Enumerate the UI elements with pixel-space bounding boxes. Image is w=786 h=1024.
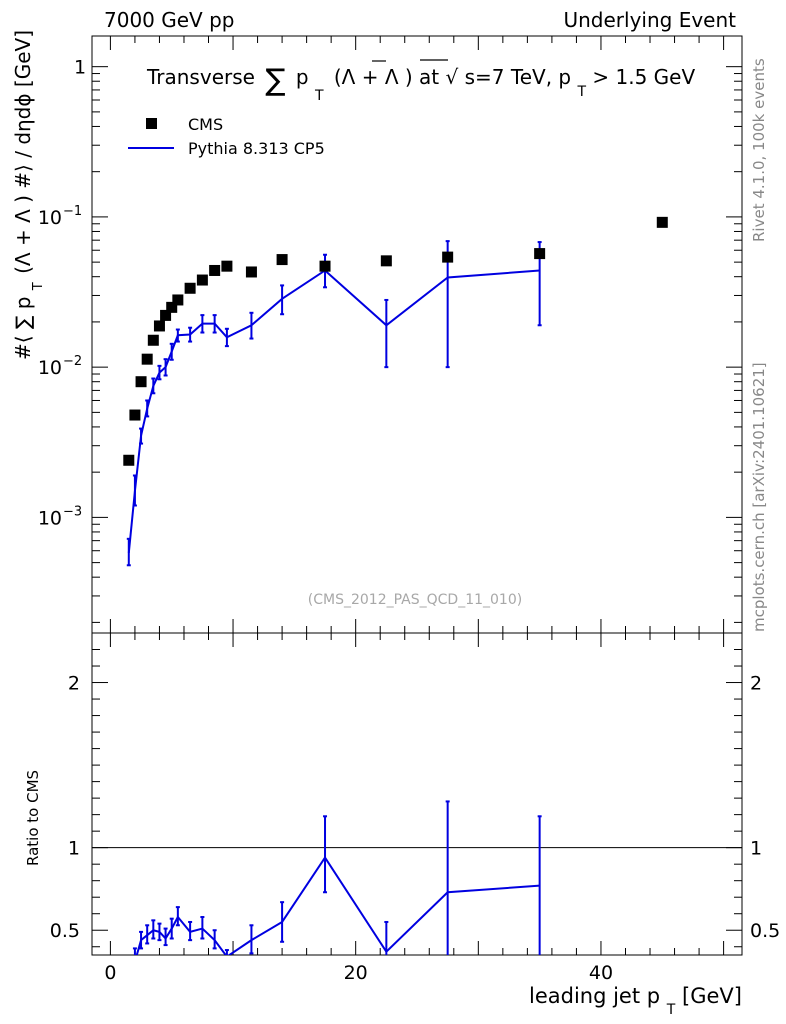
cms-data-point: [166, 301, 178, 313]
cms-data-point: [153, 320, 165, 332]
ratio-tick-label-right: 0.5: [750, 920, 780, 942]
cms-data-point: [129, 409, 141, 421]
y-tick-label: 10: [38, 507, 62, 529]
cms-data-point: [276, 254, 288, 266]
analysis-tag: (CMS_2012_PAS_QCD_11_010): [308, 592, 522, 608]
cms-data-point: [141, 353, 153, 365]
x-tick-label: 0: [104, 962, 116, 984]
y-tick-label: 10: [38, 357, 62, 379]
legend-cms-marker: [146, 118, 157, 129]
ratio-y-ticks: 0.5 0.5 1 1 2 2: [50, 649, 780, 948]
x-ticks: 0 20 40: [104, 36, 725, 984]
ratio-y-axis-label: Ratio to CMS: [24, 770, 42, 866]
main-y-ticks: 110−110−210−3: [38, 57, 742, 623]
energy-label: 7000 GeV pp: [104, 8, 235, 32]
ratio-tick-label-right: 1: [750, 838, 762, 860]
legend-pythia-label: Pythia 8.313 CP5: [188, 139, 325, 158]
cms-series-points: [123, 216, 668, 466]
chart-title: Transverse ∑ p T (Λ + Λ ) at √ s=7 TeV, …: [146, 63, 695, 105]
cms-data-point: [160, 309, 172, 321]
title-lambda-bar: Λ: [385, 65, 399, 89]
legend-cms-label: CMS: [188, 115, 223, 134]
pythia-series-line: [127, 269, 540, 554]
y-axis-label: #⟨ ∑ p T (Λ + Λ ) #⟩ / dηdϕ [GeV]: [11, 30, 47, 360]
ratio-error-bars: [132, 800, 542, 955]
cms-data-point: [147, 334, 159, 346]
y-tick-exponent: −1: [63, 204, 82, 219]
y-tick-label: 1: [74, 57, 86, 79]
cms-data-point: [380, 255, 392, 267]
cms-data-point: [245, 266, 257, 278]
ratio-plot-frame: [91, 632, 743, 956]
y-tick-exponent: −2: [63, 354, 82, 369]
y-tick-label: 10: [38, 207, 62, 229]
cms-data-point: [135, 376, 147, 388]
cms-data-point: [123, 454, 135, 466]
y-tick-exponent: −3: [63, 504, 82, 519]
ratio-tick-label: 2: [68, 673, 80, 695]
cms-data-point: [221, 260, 233, 272]
ratio-series-line: [135, 855, 540, 955]
x-tick-label: 40: [589, 962, 613, 984]
ratio-tick-label-right: 2: [750, 673, 762, 695]
cms-data-point: [172, 294, 184, 306]
cms-data-point: [534, 248, 546, 260]
x-tick-label: 20: [344, 962, 368, 984]
cms-data-point: [442, 251, 454, 263]
x-axis-label: leading jet p T [GeV]: [529, 984, 742, 1019]
cms-data-point: [319, 260, 331, 272]
cms-data-point: [656, 216, 668, 228]
cms-data-point: [196, 274, 208, 286]
cms-data-point: [209, 264, 221, 276]
ratio-tick-label: 0.5: [50, 920, 80, 942]
cms-data-point: [184, 282, 196, 294]
process-label: Underlying Event: [563, 8, 736, 32]
ratio-tick-label: 1: [68, 838, 80, 860]
